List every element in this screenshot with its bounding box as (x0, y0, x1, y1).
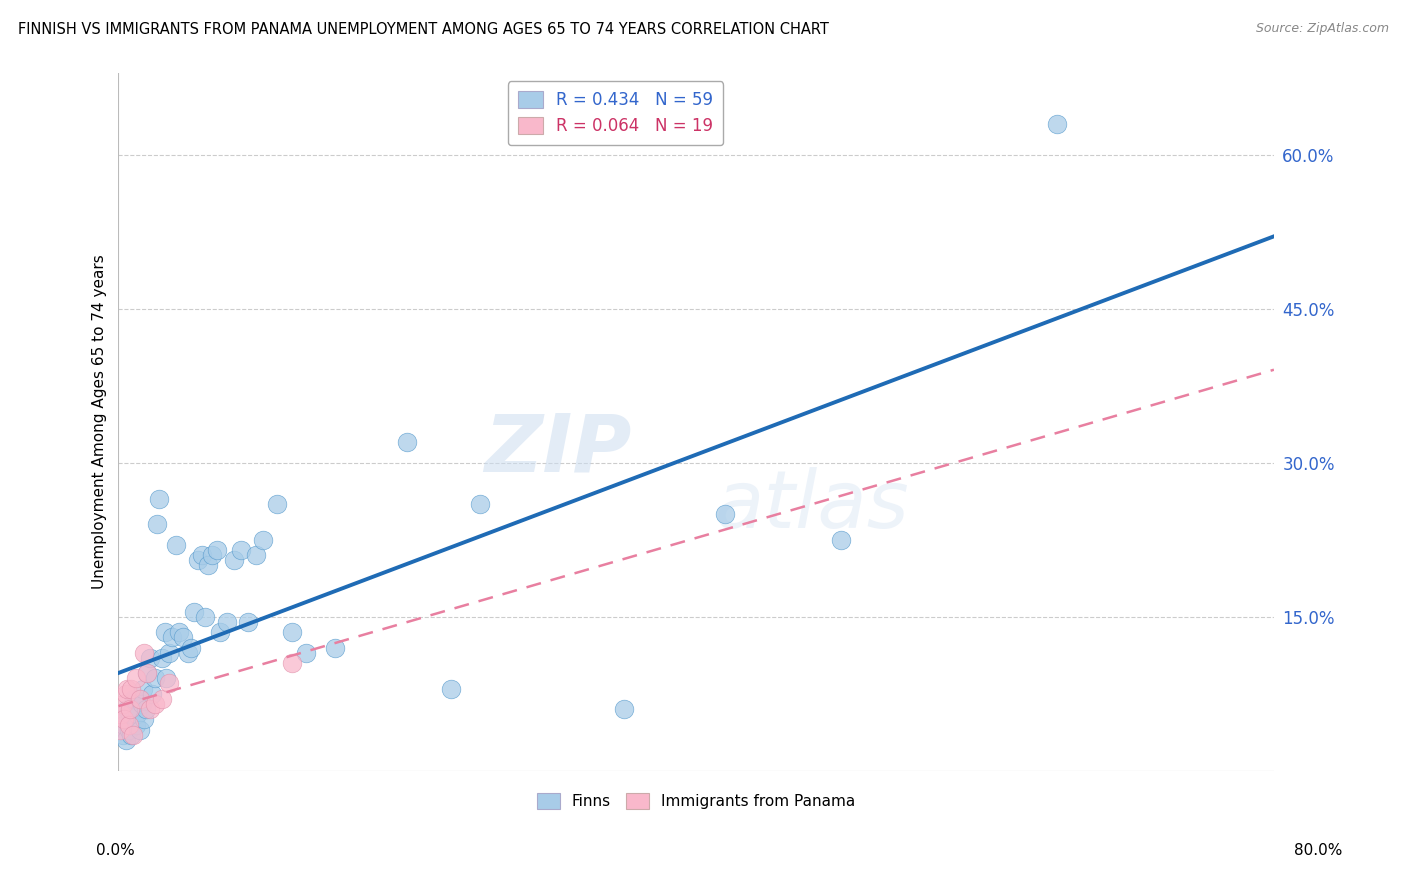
Point (110, 707, 132, 722)
Text: 80.0%: 80.0% (1295, 843, 1343, 858)
Point (117, 717, 139, 731)
Point (215, 615, 238, 629)
Point (115, 702, 138, 716)
Point (120, 681, 142, 696)
Point (167, 625, 190, 640)
Point (468, 497, 491, 511)
Point (183, 605, 205, 619)
Point (155, 671, 177, 685)
Text: Source: ZipAtlas.com: Source: ZipAtlas.com (1256, 22, 1389, 36)
Point (115, 681, 138, 696)
Point (120, 728, 142, 742)
Point (111, 697, 134, 711)
Point (141, 687, 163, 701)
Point (143, 671, 166, 685)
Point (136, 666, 159, 681)
Point (117, 723, 139, 737)
Point (135, 702, 157, 716)
Point (139, 702, 162, 716)
Point (110, 712, 132, 726)
Point (157, 646, 180, 660)
Point (118, 707, 141, 722)
Point (148, 491, 170, 506)
Point (191, 548, 214, 562)
Point (112, 717, 135, 731)
Y-axis label: Unemployment Among Ages 65 to 74 years: Unemployment Among Ages 65 to 74 years (93, 254, 107, 590)
Point (150, 650, 173, 665)
Point (131, 697, 153, 711)
Point (108, 723, 131, 737)
Point (136, 666, 159, 681)
Point (396, 435, 419, 450)
Point (197, 558, 219, 573)
Point (440, 681, 463, 696)
Point (129, 723, 152, 737)
Point (114, 687, 136, 701)
Point (231, 543, 253, 558)
Point (830, 533, 852, 547)
Point (125, 717, 148, 731)
Point (114, 732, 136, 747)
Point (139, 650, 162, 665)
Point (134, 712, 156, 726)
Point (172, 630, 194, 644)
Point (157, 676, 180, 690)
Point (118, 702, 141, 716)
Point (613, 702, 636, 716)
Point (194, 609, 217, 624)
Text: atlas: atlas (714, 467, 910, 544)
Point (122, 702, 145, 716)
Point (281, 625, 304, 640)
Point (125, 671, 148, 685)
Text: ZIP: ZIP (484, 410, 631, 489)
Point (208, 625, 231, 640)
Point (128, 691, 150, 706)
Point (153, 625, 176, 640)
Point (205, 543, 228, 558)
Text: 0.0%: 0.0% (96, 843, 135, 858)
Point (112, 712, 135, 726)
Point (714, 507, 737, 521)
Point (127, 707, 149, 722)
Point (180, 640, 202, 655)
Point (150, 691, 173, 706)
Point (245, 548, 267, 562)
Point (266, 497, 288, 511)
Point (323, 640, 346, 655)
Point (252, 533, 274, 547)
Point (134, 646, 156, 660)
Text: FINNISH VS IMMIGRANTS FROM PANAMA UNEMPLOYMENT AMONG AGES 65 TO 74 YEARS CORRELA: FINNISH VS IMMIGRANTS FROM PANAMA UNEMPL… (18, 22, 830, 37)
Point (201, 548, 224, 562)
Point (165, 538, 187, 552)
Point (129, 691, 152, 706)
Point (124, 691, 146, 706)
Point (295, 646, 318, 660)
Point (187, 553, 209, 567)
Point (238, 615, 260, 629)
Point (143, 697, 166, 711)
Point (222, 553, 245, 567)
Point (160, 630, 183, 644)
Point (122, 728, 145, 742)
Point (177, 646, 200, 660)
Point (1046, 117, 1069, 131)
Legend: Finns, Immigrants from Panama: Finns, Immigrants from Panama (530, 787, 862, 815)
Point (132, 681, 155, 696)
Point (146, 517, 169, 532)
Point (111, 728, 134, 742)
Point (281, 656, 304, 670)
